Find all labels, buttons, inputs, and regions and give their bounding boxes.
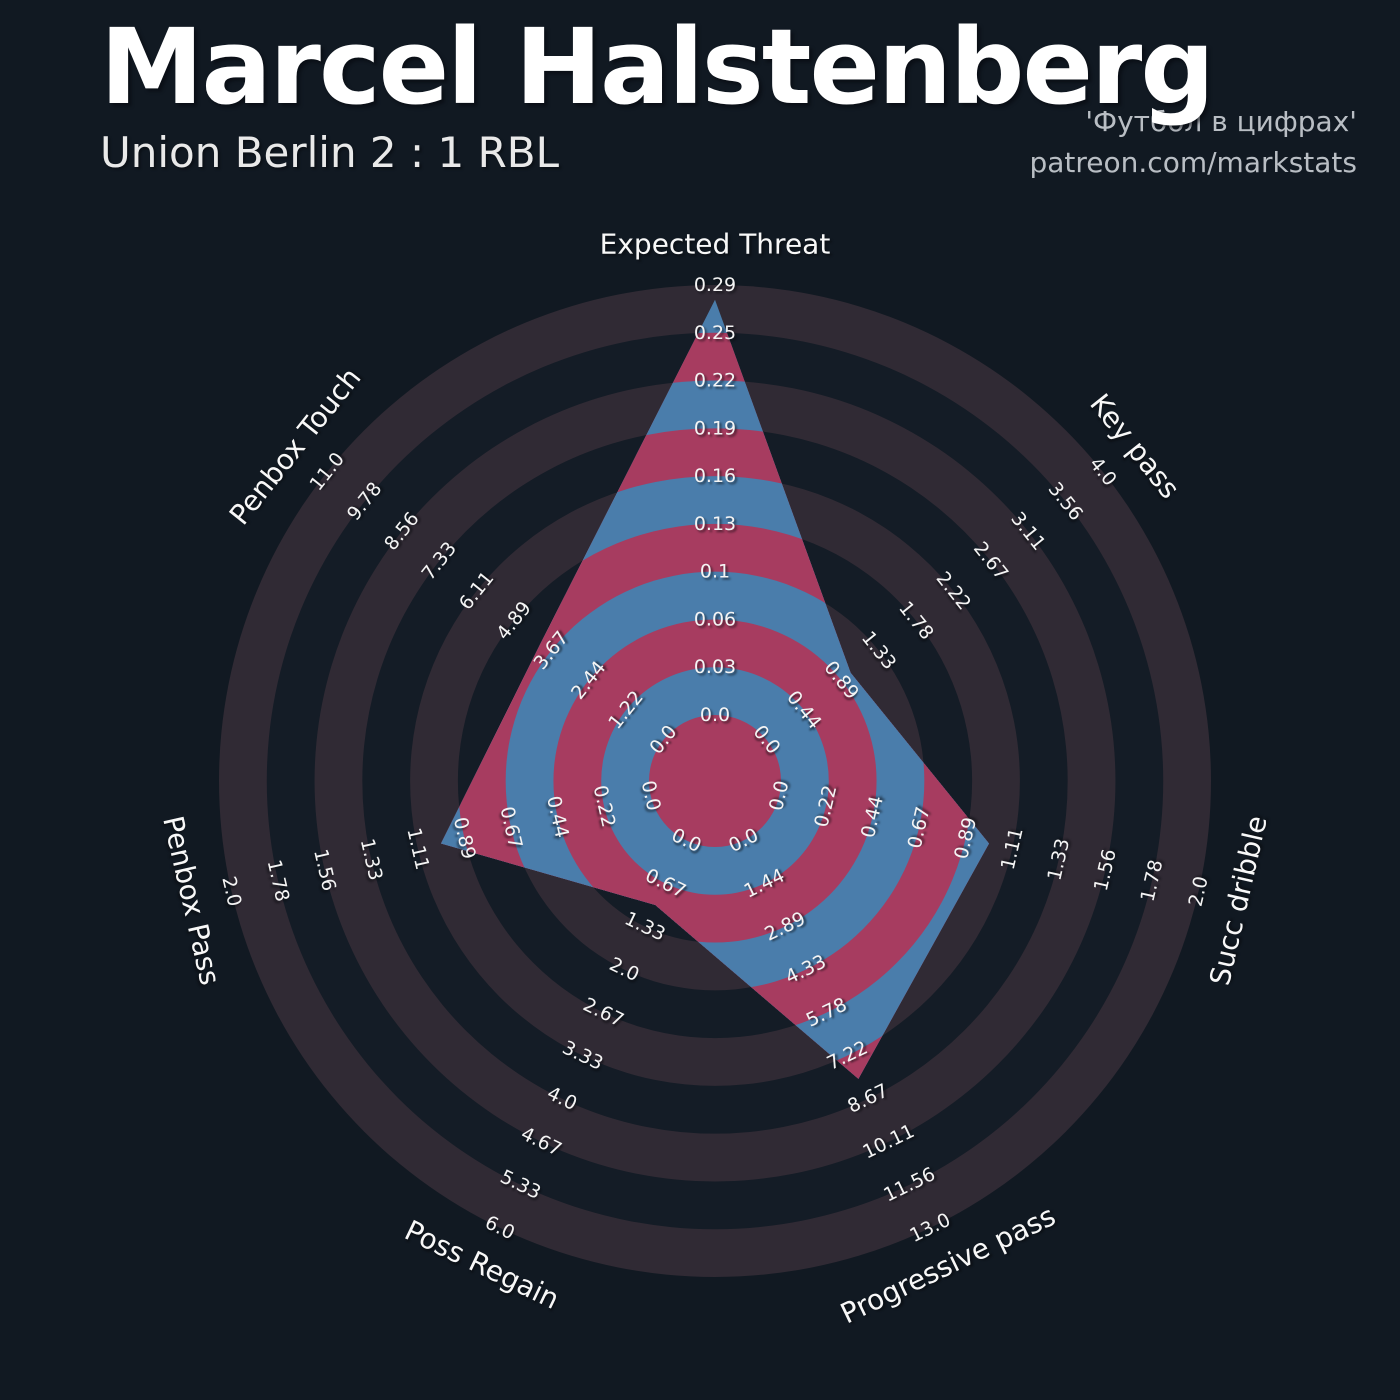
tick-label: 0.13 — [694, 513, 736, 535]
tick-label: 0.16 — [694, 465, 736, 487]
tick-label: 0.22 — [694, 370, 736, 392]
tick-label: 0.25 — [694, 322, 736, 344]
watermark-url: patreon.com/markstats — [1029, 145, 1358, 179]
watermark-brand: 'Футбол в цифрах' — [1085, 105, 1357, 138]
tick-label: 0.1 — [700, 561, 730, 583]
tick-label: 0.0 — [700, 704, 730, 726]
tick-label: 0.19 — [694, 417, 736, 439]
page-title: Marcel Halstenberg — [100, 6, 1215, 128]
watermark: 'Футбол в цифрах' patreon.com/markstats — [1030, 102, 1358, 183]
tick-label: 0.29 — [694, 274, 736, 296]
tick-label: 0.06 — [694, 608, 736, 630]
axis-label: Expected Threat — [600, 228, 831, 261]
radar-polygon-ring — [649, 715, 781, 847]
match-subtitle: Union Berlin 2 : 1 RBL — [100, 128, 559, 177]
tick-label: 0.03 — [694, 656, 736, 678]
